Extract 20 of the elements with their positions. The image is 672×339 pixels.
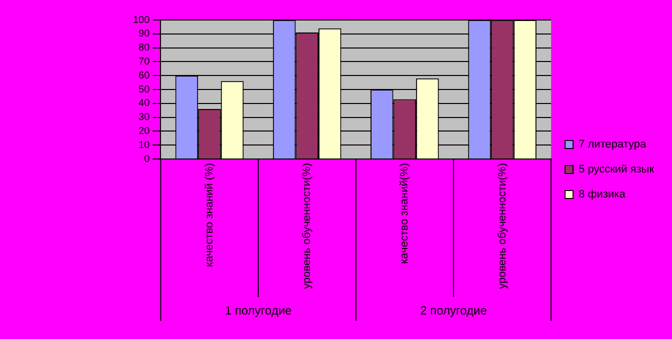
y-tick-label: 50 xyxy=(138,84,150,96)
x-tick-label: уровень обученности(%) xyxy=(301,163,314,289)
legend-label: 7 литература xyxy=(578,138,647,151)
text: 1 полугодие xyxy=(224,303,292,318)
y-tick-label: 100 xyxy=(132,14,150,26)
y-tick-label: 60 xyxy=(138,70,150,82)
text: 2 полугодие xyxy=(420,303,488,318)
y-tick-label: 70 xyxy=(138,56,150,68)
x-tick-label: качество знаний(%) xyxy=(398,163,411,264)
y-tick-label: 20 xyxy=(138,126,150,137)
y-tick-label: 40 xyxy=(138,98,150,110)
y-tick-label: 10 xyxy=(138,140,150,151)
legend-label: 5 русский язык xyxy=(578,164,654,176)
x-tick-label: уровень обученности(%) xyxy=(496,163,508,289)
y-tick-label: 90 xyxy=(138,28,150,40)
legend-label: 8 физика xyxy=(578,188,626,201)
y-tick-label: 30 xyxy=(138,112,150,124)
y-tick-label: 0 xyxy=(144,154,150,165)
x-tick-label: качество знаний (%) xyxy=(204,163,216,267)
y-tick-label: 80 xyxy=(138,42,150,54)
